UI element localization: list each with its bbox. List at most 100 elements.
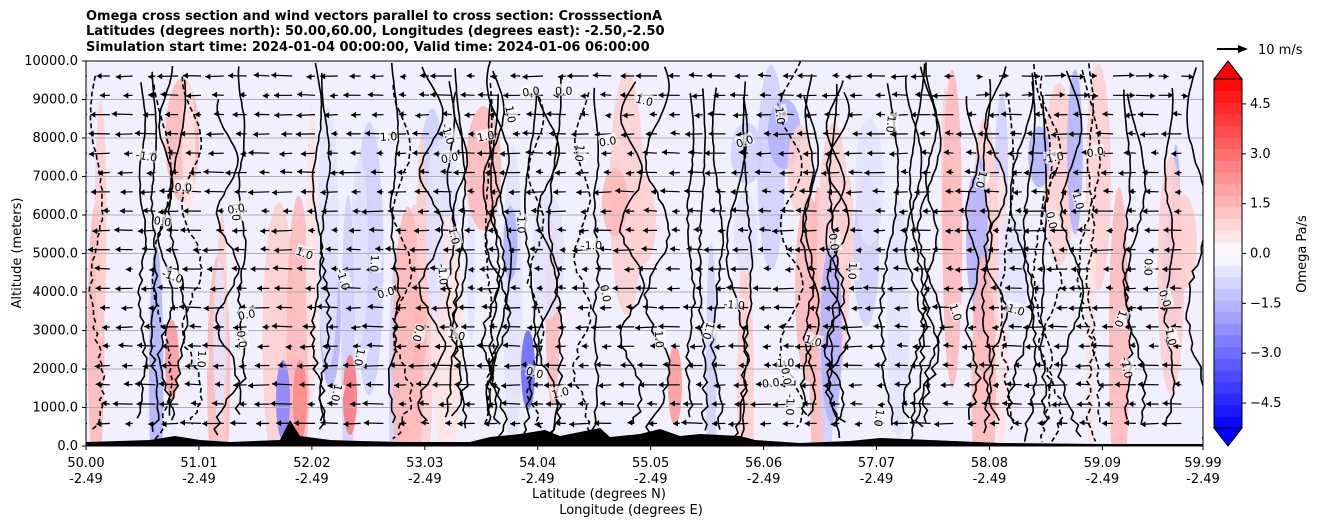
- x-tick-label-lon: -2.49: [1186, 472, 1220, 487]
- wind-vector-head: [261, 207, 267, 214]
- y-tick-label: 7000.0: [33, 170, 79, 185]
- colorbar-band: [1214, 195, 1242, 208]
- wind-vector-head: [376, 188, 382, 195]
- contour-label: 1.0: [367, 254, 381, 272]
- wind-vector-head: [1068, 131, 1074, 138]
- contour-line: [877, 83, 900, 426]
- wind-vector-head: [695, 381, 701, 388]
- wind-vector-head: [555, 420, 561, 427]
- wind-vector-head: [454, 381, 460, 388]
- contour-label-bg: [524, 363, 546, 380]
- wind-vector-head: [534, 265, 540, 272]
- wind-vector-head: [734, 401, 740, 408]
- wind-vector-head: [74, 112, 79, 118]
- wind-vector-head: [521, 361, 527, 368]
- contour-line: [618, 81, 646, 424]
- wind-vector-head: [643, 207, 649, 214]
- wind-vector-head: [1124, 324, 1130, 331]
- wind-vector-head: [87, 246, 93, 253]
- wind-vector-head: [1101, 420, 1107, 427]
- wind-vector-head: [458, 304, 464, 311]
- wind-vector-head: [70, 227, 75, 233]
- wind-vector-head: [555, 305, 561, 312]
- wind-vector-head: [750, 401, 756, 408]
- wind-vector-head: [186, 92, 192, 99]
- contour-line: [901, 75, 926, 419]
- wind-vector-head: [945, 188, 951, 195]
- wind-vector-head: [124, 150, 130, 157]
- wind-vector-head: [420, 419, 426, 426]
- contour-label: 0.0: [597, 284, 613, 304]
- wind-vector-head: [508, 247, 514, 254]
- wind-vector-head: [1022, 208, 1028, 215]
- x-tick-label-lon: -2.49: [634, 472, 668, 487]
- wind-vector-head: [969, 305, 975, 312]
- wind-vector-head: [778, 150, 784, 157]
- wind-vector-head: [738, 226, 744, 233]
- wind-vector-head: [1031, 188, 1037, 195]
- wind-vector-head: [763, 324, 769, 331]
- contour-label: 0.0: [234, 330, 249, 349]
- wind-vector-head: [612, 285, 618, 292]
- wind-vector-head: [986, 149, 992, 156]
- wind-vector-head: [398, 111, 404, 118]
- wind-vector-head: [276, 420, 282, 427]
- contour-label-bg: [235, 329, 251, 349]
- wind-vector-head: [370, 169, 376, 176]
- omega-region: [392, 206, 424, 446]
- wind-vector-head: [709, 207, 715, 214]
- wind-vector-head: [755, 381, 761, 388]
- wind-vector-head: [300, 188, 306, 195]
- wind-vector-head: [795, 362, 801, 369]
- wind-vector-head: [797, 72, 803, 79]
- wind-vector-head: [681, 419, 687, 426]
- wind-vector-head: [913, 266, 919, 273]
- omega-region: [149, 245, 164, 446]
- wind-vector-head: [779, 170, 785, 177]
- wind-vector-head: [273, 92, 279, 99]
- wind-vector-head: [180, 227, 186, 234]
- wind-vector-head: [626, 303, 632, 310]
- wind-vector-head: [932, 92, 938, 99]
- wind-vector-head: [504, 305, 510, 312]
- wind-vector-head: [694, 112, 700, 119]
- wind-vector-head: [159, 187, 165, 194]
- wind-vector-head: [635, 324, 641, 331]
- wind-vector-head: [506, 227, 512, 234]
- wind-vector-head: [714, 344, 720, 351]
- y-tick-label: 9000.0: [33, 93, 79, 108]
- contour-line: [921, 62, 940, 423]
- wind-vector-head: [1162, 266, 1168, 273]
- wind-vector-head: [545, 208, 551, 215]
- wind-vector-head: [1142, 208, 1148, 215]
- omega-region: [94, 100, 107, 343]
- wind-vector-head: [259, 169, 265, 176]
- wind-vector-head: [79, 247, 84, 253]
- wind-vector-head: [343, 362, 349, 369]
- wind-vector-head: [914, 189, 920, 196]
- wind-vector-head: [1037, 420, 1043, 427]
- x-tick-label-lat: 51.01: [180, 456, 217, 471]
- wind-vector-head: [943, 149, 949, 156]
- wind-vector-head: [967, 420, 973, 427]
- wind-vector-head: [650, 188, 656, 195]
- wind-vector-head: [204, 188, 210, 195]
- wind-vector-head: [615, 323, 621, 330]
- wind-vector-head: [624, 266, 630, 273]
- wind-vector-head: [833, 226, 839, 233]
- wind-vector-head: [1129, 92, 1135, 99]
- contour-label: 1.0: [194, 350, 208, 368]
- wind-vector-head: [1054, 343, 1060, 350]
- wind-vector-head: [593, 227, 599, 234]
- wind-vector-head: [942, 361, 948, 368]
- y-tick-label: 1000.0: [33, 401, 79, 416]
- wind-vector-head: [1061, 72, 1067, 79]
- wind-vector-head: [910, 362, 916, 369]
- contour-line: [914, 66, 944, 428]
- wind-vector-head: [1104, 401, 1110, 408]
- colorbar-extend-top: [1212, 60, 1244, 80]
- wind-vector-head: [297, 363, 303, 370]
- contour-line: [778, 61, 805, 428]
- wind-vector-head: [364, 130, 370, 137]
- wind-vector-head: [795, 343, 801, 350]
